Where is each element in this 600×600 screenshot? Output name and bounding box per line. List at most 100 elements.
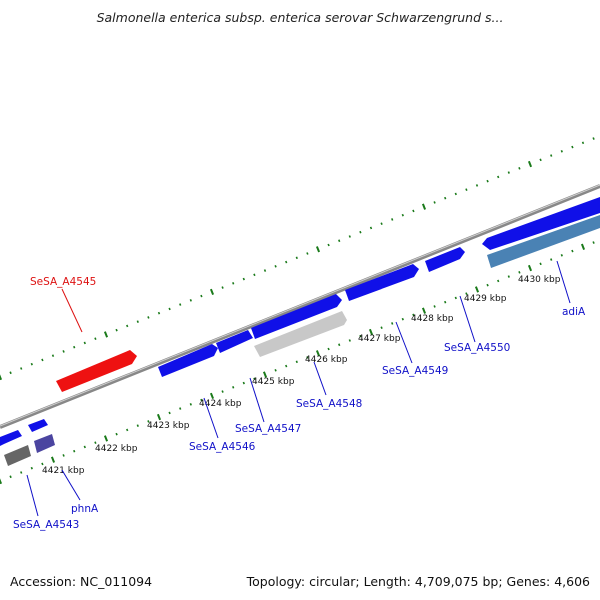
inner-ring-tick — [315, 350, 321, 357]
outer-ring-tick — [581, 141, 585, 145]
gene-arrow-sesa-a4547-a[interactable] — [216, 330, 253, 353]
gene-arrow-adia[interactable] — [487, 215, 600, 268]
inner-ring-tick — [412, 313, 415, 317]
outer-ring-tick — [327, 243, 330, 247]
inner-ring-tick — [30, 466, 33, 470]
inner-ring-tick — [94, 441, 97, 444]
outer-ring-tick — [391, 218, 394, 221]
outer-ring-tick — [465, 188, 468, 191]
inner-ring-tick — [147, 420, 150, 423]
gene-label-sesa-a4547[interactable]: SeSA_A4547 — [235, 423, 301, 435]
inner-ring-tick — [103, 435, 109, 442]
outer-ring-tick — [189, 299, 192, 302]
gene-label-sesa-a4548[interactable]: SeSA_A4548 — [296, 398, 362, 410]
gene-label-sesa-a4545[interactable]: SeSA_A4545 — [30, 276, 96, 288]
gene-arrow-sesa-a4549[interactable] — [345, 264, 419, 301]
gene-arrow-phna[interactable] — [34, 434, 55, 453]
inner-ring-tick — [401, 317, 404, 321]
inner-ring-tick — [421, 307, 427, 314]
gene-arrow-fwd-right[interactable] — [482, 197, 600, 250]
gene-label-sesa-a4543[interactable]: SeSA_A4543 — [13, 519, 79, 531]
outer-ring-tick — [9, 371, 12, 375]
outer-ring-tick — [454, 192, 457, 196]
inner-ring-tick — [348, 339, 351, 342]
outer-ring-tick — [103, 331, 109, 338]
inner-ring-tick — [179, 407, 182, 410]
outer-ring-tick — [380, 222, 383, 225]
inner-ring-tick — [338, 343, 341, 347]
inner-ring-tick — [209, 392, 215, 399]
accession-text: Accession: NC_011094 — [10, 574, 153, 589]
outer-ring-tick — [348, 235, 351, 238]
gene-arrow-sesa-a4543[interactable] — [4, 445, 31, 466]
gene-label-phna[interactable]: phnA — [71, 503, 99, 515]
inner-ring-tick — [497, 279, 500, 283]
scale-label-4424: 4424 kbp — [199, 399, 242, 409]
gene-label-adia[interactable]: adiA — [562, 306, 586, 318]
outer-ring-tick — [444, 196, 447, 200]
scale-label-4430: 4430 kbp — [518, 275, 561, 285]
inner-ring-tick — [444, 300, 447, 304]
outer-ring-tick — [338, 239, 341, 243]
leader-adia — [556, 260, 571, 304]
inner-ring-tick — [539, 262, 542, 266]
outer-ring-tick — [51, 354, 55, 357]
outer-ring-tick — [242, 277, 245, 281]
outer-ring-tick — [486, 179, 489, 183]
scale-label-4421: 4421 kbp — [42, 466, 85, 476]
gene-label-sesa-a4549[interactable]: SeSA_A4549 — [382, 365, 448, 377]
outer-ring-tick — [136, 320, 139, 323]
inner-ring-tick — [474, 286, 480, 293]
gene-label-sesa-a4550[interactable]: SeSA_A4550 — [444, 342, 510, 354]
inner-ring-tick — [518, 271, 521, 274]
gene-arrow-sesa-a4550[interactable] — [425, 247, 465, 272]
gene-arrow-fwd-edge-1[interactable] — [0, 430, 22, 446]
outer-ring-tick — [315, 246, 321, 253]
outer-ring-tick — [115, 328, 118, 332]
gene-arrow-sesa-a4545[interactable] — [56, 350, 137, 392]
outer-ring-tick — [401, 213, 404, 217]
inner-ring-tick — [115, 432, 118, 436]
inner-ring-tick — [433, 305, 436, 308]
outer-ring-tick — [274, 265, 277, 268]
inner-ring-tick — [136, 424, 139, 427]
inner-ring-tick — [486, 283, 489, 287]
outer-ring-tick — [539, 158, 542, 162]
scale-label-4423: 4423 kbp — [147, 421, 190, 431]
outer-ring-tick — [412, 209, 415, 213]
inner-ring-tick — [465, 292, 468, 295]
leader-sesa-a4549 — [395, 321, 413, 364]
gene-arrow-sesa-a4546[interactable] — [158, 344, 218, 377]
scale-label-4428: 4428 kbp — [411, 314, 454, 324]
gene-arrow-sesa-a4548[interactable] — [254, 311, 347, 357]
inner-ring-tick — [50, 456, 56, 463]
inner-ring-tick — [368, 328, 374, 336]
outer-ring-tick — [527, 160, 533, 168]
outer-ring-tick — [41, 358, 44, 362]
inner-ring-tick — [9, 475, 12, 479]
inner-ring-tick — [126, 428, 129, 432]
inner-ring-tick — [274, 369, 277, 372]
gene-arrow-sesa-a4547-b[interactable] — [251, 294, 342, 339]
leader-sesa-a4548 — [313, 361, 327, 396]
outer-ring-tick — [560, 150, 563, 153]
inner-ring-tick — [359, 334, 362, 338]
outer-ring-tick — [62, 350, 65, 353]
inner-ring-tick — [592, 241, 595, 244]
outer-ring-tick — [221, 286, 224, 289]
outer-ring-tick — [73, 345, 76, 349]
inner-ring-tick — [560, 254, 563, 257]
inner-ring-tick — [83, 445, 86, 449]
inner-ring-tick — [327, 347, 330, 351]
inner-tick-ring — [0, 241, 595, 485]
outer-ring-tick — [126, 324, 129, 328]
outer-ring-tick — [157, 311, 161, 315]
gene-arrow-fwd-edge-2[interactable] — [28, 419, 48, 432]
inner-ring-tick — [454, 296, 457, 300]
inner-ring-tick — [391, 322, 394, 325]
inner-ring-tick — [168, 411, 171, 415]
gene-label-sesa-a4546[interactable]: SeSA_A4546 — [189, 441, 256, 453]
outer-ring-tick — [433, 201, 436, 204]
outer-ring-tick — [518, 167, 521, 170]
